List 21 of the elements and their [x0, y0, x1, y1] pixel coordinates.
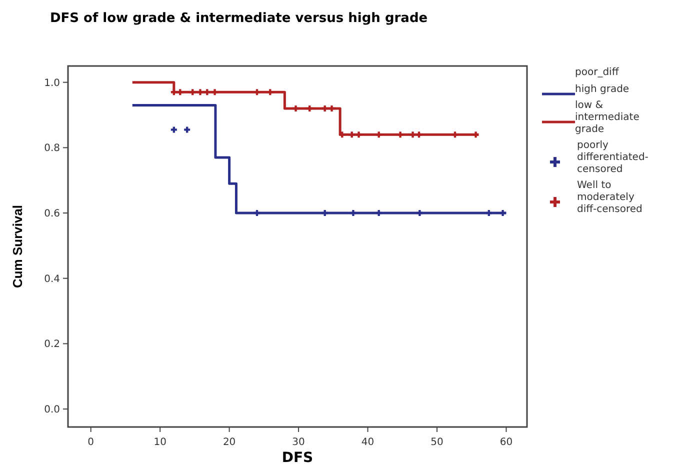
- legend-label: high grade: [575, 84, 630, 95]
- x-tick-label: 0: [88, 437, 94, 448]
- chart-title: DFS of low grade & intermediate versus high grade: [50, 11, 428, 26]
- x-tick-label: 40: [361, 437, 374, 448]
- y-axis-title: Cum Survival: [10, 204, 25, 288]
- y-tick-label: 0.8: [44, 143, 60, 154]
- legend-label: poorly differentiated-censored: [577, 140, 649, 175]
- x-tick-label: 50: [430, 437, 444, 448]
- y-tick-label: 0.6: [44, 208, 60, 220]
- x-tick-label: 60: [500, 437, 513, 448]
- legend-label: low & intermediate grade: [575, 100, 640, 135]
- x-axis-title: DFS: [282, 450, 314, 466]
- x-tick-label: 30: [292, 437, 305, 448]
- legend-title: poor_diff: [575, 67, 620, 78]
- y-tick-label: 0.0: [44, 404, 60, 416]
- y-tick-label: 1.0: [44, 78, 60, 89]
- x-tick-label: 20: [222, 437, 236, 448]
- y-tick-label: 0.4: [44, 274, 60, 285]
- x-tick-label: 10: [154, 437, 166, 448]
- y-tick-label: 0.2: [44, 339, 60, 350]
- legend-label: Well to moderately diff-censored: [577, 180, 642, 215]
